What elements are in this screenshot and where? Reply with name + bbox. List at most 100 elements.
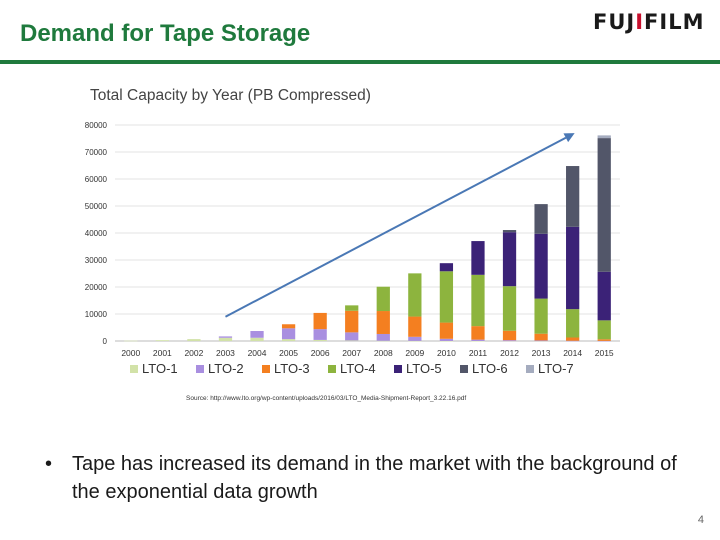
bar-segment — [439, 271, 454, 323]
bar-segment — [471, 339, 485, 341]
bar-segment — [124, 340, 138, 342]
bar-segment — [439, 322, 454, 339]
y-tick-label: 30000 — [85, 256, 108, 265]
bar-segment — [345, 332, 359, 341]
source-citation: Source: http://www.lto.org/wp-content/up… — [186, 395, 467, 402]
bar-segment — [376, 286, 390, 312]
legend-label: LTO-5 — [406, 361, 442, 376]
legend-label: LTO-6 — [472, 361, 508, 376]
bar-segment — [597, 339, 611, 341]
bar-segment — [471, 340, 485, 342]
bar-segment — [597, 138, 611, 272]
legend-label: LTO-7 — [538, 361, 574, 376]
bullet-text: Tape has increased its demand in the mar… — [72, 453, 677, 503]
bar-segment — [566, 226, 580, 310]
bar-segment — [281, 339, 296, 341]
bar-segment — [502, 232, 517, 287]
x-tick-label: 2005 — [279, 348, 298, 358]
x-tick-label: 2015 — [595, 348, 614, 358]
legend-swatch — [196, 365, 204, 373]
x-tick-label: 2008 — [374, 348, 393, 358]
y-tick-label: 40000 — [85, 229, 108, 238]
trend-arrow-line — [225, 136, 567, 318]
bar-segment — [597, 271, 611, 321]
legend-label: LTO-1 — [142, 361, 178, 376]
bar-segment — [471, 241, 485, 275]
bar-segment — [439, 340, 454, 342]
title-rule — [0, 60, 720, 64]
bar-segment — [281, 328, 296, 340]
x-tick-label: 2014 — [563, 348, 582, 358]
bar-segment — [471, 326, 485, 340]
x-tick-label: 2011 — [469, 348, 488, 358]
bar-segment — [597, 320, 611, 340]
x-tick-label: 2004 — [248, 348, 267, 358]
x-tick-label: 2009 — [405, 348, 424, 358]
y-tick-label: 20000 — [85, 283, 108, 292]
bar-segment — [534, 333, 548, 341]
bar-segment — [345, 340, 359, 341]
x-tick-label: 2007 — [342, 348, 361, 358]
bar-segment — [566, 340, 580, 342]
x-tick-label: 2006 — [311, 348, 330, 358]
y-tick-label: 50000 — [85, 202, 108, 211]
y-tick-label: 70000 — [85, 148, 108, 157]
bar-segment — [313, 339, 327, 341]
bar-segment — [597, 340, 611, 342]
bar-segment — [218, 336, 233, 338]
bar-segment — [534, 298, 548, 334]
bar-segment — [218, 337, 233, 341]
bar-segment — [439, 338, 454, 341]
x-tick-label: 2013 — [532, 348, 551, 358]
x-tick-label: 2012 — [500, 348, 519, 358]
bar-segment — [597, 135, 611, 139]
x-tick-label: 2000 — [121, 348, 140, 358]
bar-segment — [566, 166, 580, 227]
legend-label: LTO-4 — [340, 361, 376, 376]
bar-segment — [408, 336, 422, 341]
bar-segment — [408, 316, 422, 337]
bar-segment — [534, 204, 548, 234]
bar-segment — [376, 333, 390, 341]
page-number: 4 — [697, 514, 704, 526]
x-tick-label: 2002 — [184, 348, 203, 358]
legend-label: LTO-2 — [208, 361, 244, 376]
trend-arrow — [225, 133, 575, 318]
y-tick-label: 80000 — [85, 121, 108, 130]
legend-swatch — [394, 365, 402, 373]
bar-segment — [534, 233, 548, 299]
bar-segment — [250, 331, 264, 338]
trend-arrow-head — [563, 133, 575, 143]
bar-segment — [566, 337, 580, 341]
bar-segment — [439, 263, 454, 272]
legend-swatch — [262, 365, 270, 373]
bar-segment — [281, 324, 296, 329]
bar-segment — [345, 305, 359, 311]
bar-segment — [250, 337, 264, 341]
slide-title: Demand for Tape Storage — [20, 20, 311, 47]
legend-swatch — [460, 365, 468, 373]
chart-title: Total Capacity by Year (PB Compressed) — [90, 87, 371, 104]
bar-segment — [502, 286, 517, 331]
bar-segment — [502, 230, 517, 233]
bar-segment — [408, 340, 422, 342]
stacked-bars — [124, 135, 611, 342]
legend: LTO-1 LTO-2 LTO-3 LTO-4 LTO-5 LTO-6 LTO-7 — [130, 361, 574, 376]
legend-swatch — [328, 365, 336, 373]
gridlines — [115, 124, 620, 342]
bar-segment — [376, 340, 390, 342]
fujifilm-logo: FUJIFILM — [593, 10, 705, 34]
bar-segment — [187, 339, 201, 341]
bar-segment — [502, 340, 517, 341]
bar-segment — [345, 310, 359, 333]
legend-swatch — [526, 365, 534, 373]
bar-segment — [566, 309, 580, 338]
y-axis-tick-labels: 0 10000 20000 30000 40000 50000 60000 70000 8000… — [85, 121, 108, 346]
bar-segment — [471, 274, 485, 327]
x-axis-tick-labels: 2000 2001 2002 2003 2004 2005 2006 2007 2008 2009… — [121, 348, 614, 358]
x-tick-label: 2001 — [153, 348, 172, 358]
bar-segment — [408, 273, 422, 317]
bar-segment — [155, 340, 169, 341]
bar-segment — [313, 329, 327, 340]
bar-segment — [534, 340, 548, 341]
